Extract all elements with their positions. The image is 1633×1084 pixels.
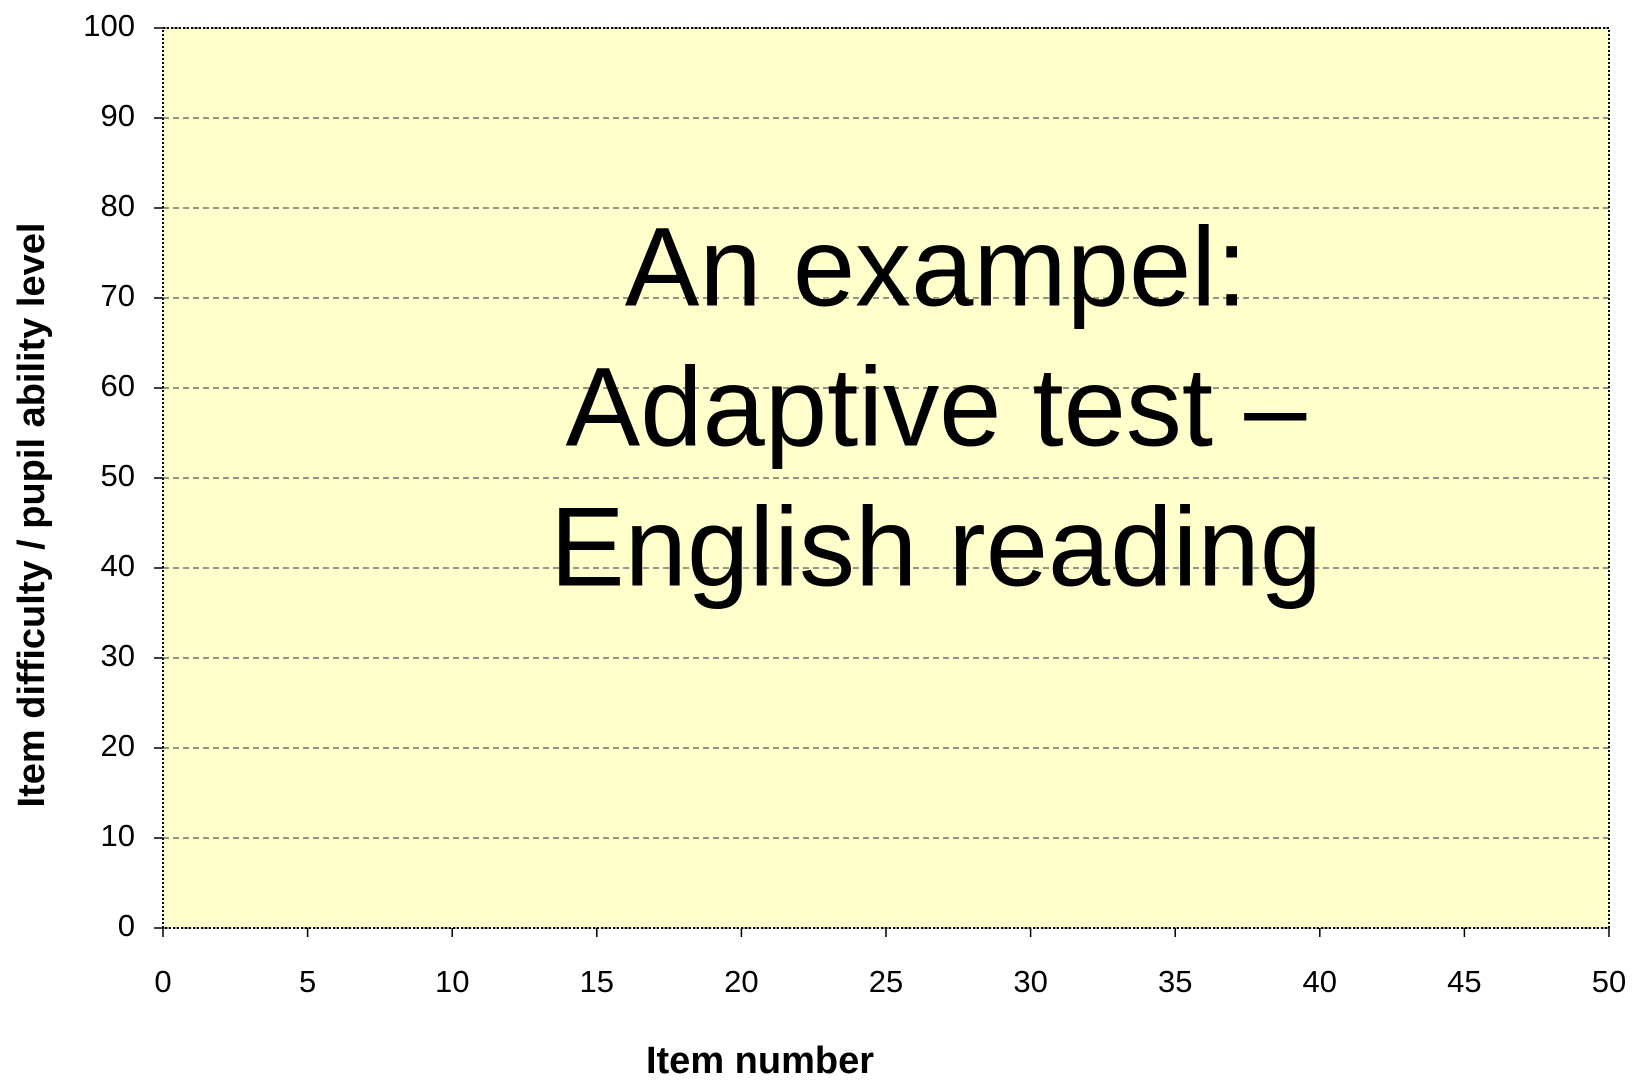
x-tick-label: 15 (580, 964, 614, 999)
plot-border (162, 27, 1610, 929)
x-tick-label: 10 (435, 964, 469, 999)
y-tick-label: 50 (101, 458, 135, 493)
y-tick-label: 60 (101, 368, 135, 403)
y-axis-label: Item difficulty / pupil ability level (11, 223, 53, 808)
y-tick-label: 20 (101, 728, 135, 763)
annotation: English reading (550, 485, 1322, 610)
y-tick-label: 90 (101, 98, 135, 133)
x-tick-label: 35 (1158, 964, 1192, 999)
y-tick-label: 80 (101, 188, 135, 223)
x-tick-label: 30 (1013, 964, 1047, 999)
x-tick-label: 45 (1447, 964, 1481, 999)
y-tick-label: 40 (101, 548, 135, 583)
x-tick-label: 40 (1303, 964, 1337, 999)
x-tick-label: 5 (299, 964, 316, 999)
x-tick-label: 20 (724, 964, 758, 999)
annotation: An exampel: (625, 205, 1248, 330)
annotation: Adaptive test – (566, 345, 1308, 470)
x-axis-label: Item number (646, 1040, 874, 1082)
y-tick-label: 0 (118, 908, 135, 943)
y-tick-label: 100 (83, 8, 135, 43)
y-tick-label: 30 (101, 638, 135, 673)
x-tick-label: 25 (869, 964, 903, 999)
x-tick-label: 0 (154, 964, 171, 999)
y-tick-label: 70 (101, 278, 135, 313)
y-tick-label: 10 (101, 818, 135, 853)
x-tick-label: 50 (1592, 964, 1626, 999)
